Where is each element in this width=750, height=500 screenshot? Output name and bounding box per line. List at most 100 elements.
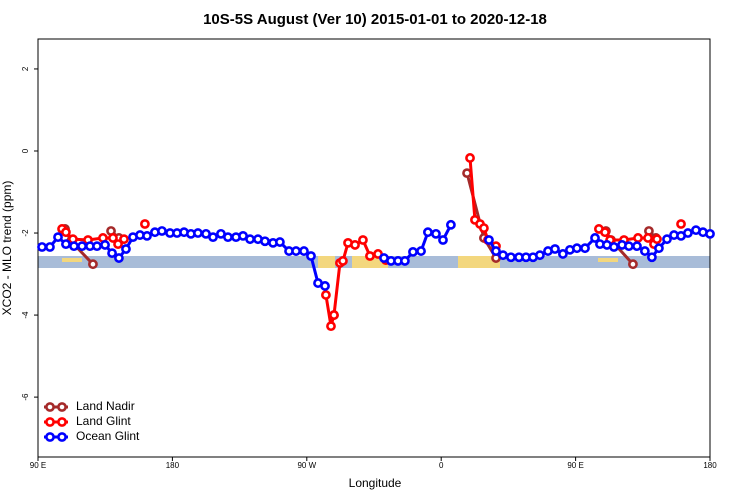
data-point bbox=[275, 237, 285, 247]
data-point bbox=[114, 253, 124, 263]
data-point bbox=[208, 232, 218, 243]
data-point bbox=[299, 246, 309, 256]
data-point bbox=[320, 281, 330, 291]
data-point bbox=[157, 226, 167, 236]
data-point bbox=[633, 233, 643, 243]
land-patch bbox=[598, 258, 618, 262]
data-point bbox=[590, 233, 600, 243]
legend-label: Ocean Glint bbox=[76, 429, 140, 443]
legend-marker bbox=[45, 402, 55, 412]
data-point bbox=[639, 246, 650, 256]
data-point bbox=[88, 259, 98, 270]
data-point bbox=[600, 227, 610, 238]
data-point bbox=[446, 219, 456, 230]
x-axis-label: Longitude bbox=[349, 476, 402, 490]
data-point bbox=[37, 242, 47, 252]
data-point bbox=[321, 290, 331, 300]
data-point bbox=[423, 227, 433, 238]
data-point bbox=[491, 246, 501, 256]
data-point bbox=[662, 234, 672, 245]
legend-marker bbox=[57, 402, 67, 412]
legend-marker bbox=[45, 432, 55, 442]
data-point bbox=[69, 241, 79, 252]
land-patch bbox=[352, 256, 388, 268]
data-point bbox=[479, 223, 489, 234]
data-point bbox=[647, 252, 657, 263]
x-tick-label: 180 bbox=[703, 461, 717, 470]
data-point bbox=[506, 252, 516, 263]
data-point bbox=[682, 228, 693, 238]
data-point bbox=[119, 234, 129, 245]
data-point bbox=[193, 228, 203, 238]
land-patch bbox=[318, 256, 335, 268]
legend-marker bbox=[57, 432, 67, 442]
land-patch bbox=[458, 256, 500, 268]
legend-label: Land Glint bbox=[76, 414, 131, 428]
data-point bbox=[654, 243, 664, 254]
x-tick-label: 90 W bbox=[297, 461, 316, 470]
data-point bbox=[632, 241, 642, 252]
data-point bbox=[338, 256, 348, 266]
x-tick-label: 90 E bbox=[30, 461, 46, 470]
data-point bbox=[61, 239, 71, 250]
data-point bbox=[558, 249, 568, 259]
data-point bbox=[580, 243, 590, 254]
data-point bbox=[121, 244, 131, 254]
data-point bbox=[100, 240, 110, 250]
data-point bbox=[92, 241, 102, 252]
data-point bbox=[61, 227, 71, 238]
data-point bbox=[484, 235, 494, 245]
data-point bbox=[676, 219, 686, 229]
data-point bbox=[535, 250, 545, 261]
legend-marker bbox=[45, 417, 55, 427]
data-point bbox=[45, 242, 55, 252]
data-point bbox=[329, 310, 339, 320]
data-point bbox=[550, 244, 560, 254]
data-point bbox=[107, 248, 117, 259]
data-point bbox=[260, 236, 270, 247]
x-tick-label: 0 bbox=[439, 461, 444, 470]
y-tick-label: -2 bbox=[21, 229, 30, 237]
data-point bbox=[326, 321, 336, 332]
x-tick-label: 90 E bbox=[567, 461, 583, 470]
data-point bbox=[142, 230, 152, 241]
legend-label: Land Nadir bbox=[76, 399, 135, 413]
data-point bbox=[108, 233, 118, 243]
data-point bbox=[350, 240, 360, 250]
data-point bbox=[498, 250, 508, 261]
data-point bbox=[609, 242, 619, 252]
y-tick-label: -6 bbox=[21, 393, 30, 401]
data-point bbox=[113, 239, 123, 250]
x-tick-label: 180 bbox=[166, 461, 180, 470]
y-axis-label: XCO2 - MLO trend (ppm) bbox=[0, 181, 14, 316]
data-point bbox=[77, 241, 87, 252]
data-point bbox=[358, 235, 368, 245]
data-point bbox=[223, 232, 233, 243]
data-point bbox=[624, 241, 634, 252]
data-point bbox=[408, 246, 418, 257]
data-point bbox=[465, 153, 475, 163]
data-point bbox=[643, 233, 653, 243]
data-point bbox=[628, 259, 638, 270]
data-point bbox=[431, 228, 441, 239]
data-point bbox=[53, 232, 63, 243]
data-point bbox=[140, 219, 150, 229]
y-tick-label: -4 bbox=[21, 311, 30, 319]
data-point bbox=[245, 234, 255, 245]
data-point bbox=[572, 243, 582, 254]
data-point bbox=[306, 251, 316, 261]
land-patch bbox=[62, 258, 82, 262]
data-point bbox=[652, 234, 662, 245]
data-point bbox=[705, 228, 715, 239]
data-point bbox=[462, 168, 472, 179]
y-tick-label: 0 bbox=[21, 148, 30, 153]
data-point bbox=[400, 256, 410, 266]
data-point bbox=[291, 246, 301, 256]
data-point bbox=[416, 246, 426, 256]
data-point bbox=[438, 235, 448, 245]
legend-marker bbox=[57, 417, 67, 427]
chart-title: 10S-5S August (Ver 10) 2015-01-01 to 202… bbox=[203, 11, 547, 28]
data-point bbox=[365, 251, 375, 261]
